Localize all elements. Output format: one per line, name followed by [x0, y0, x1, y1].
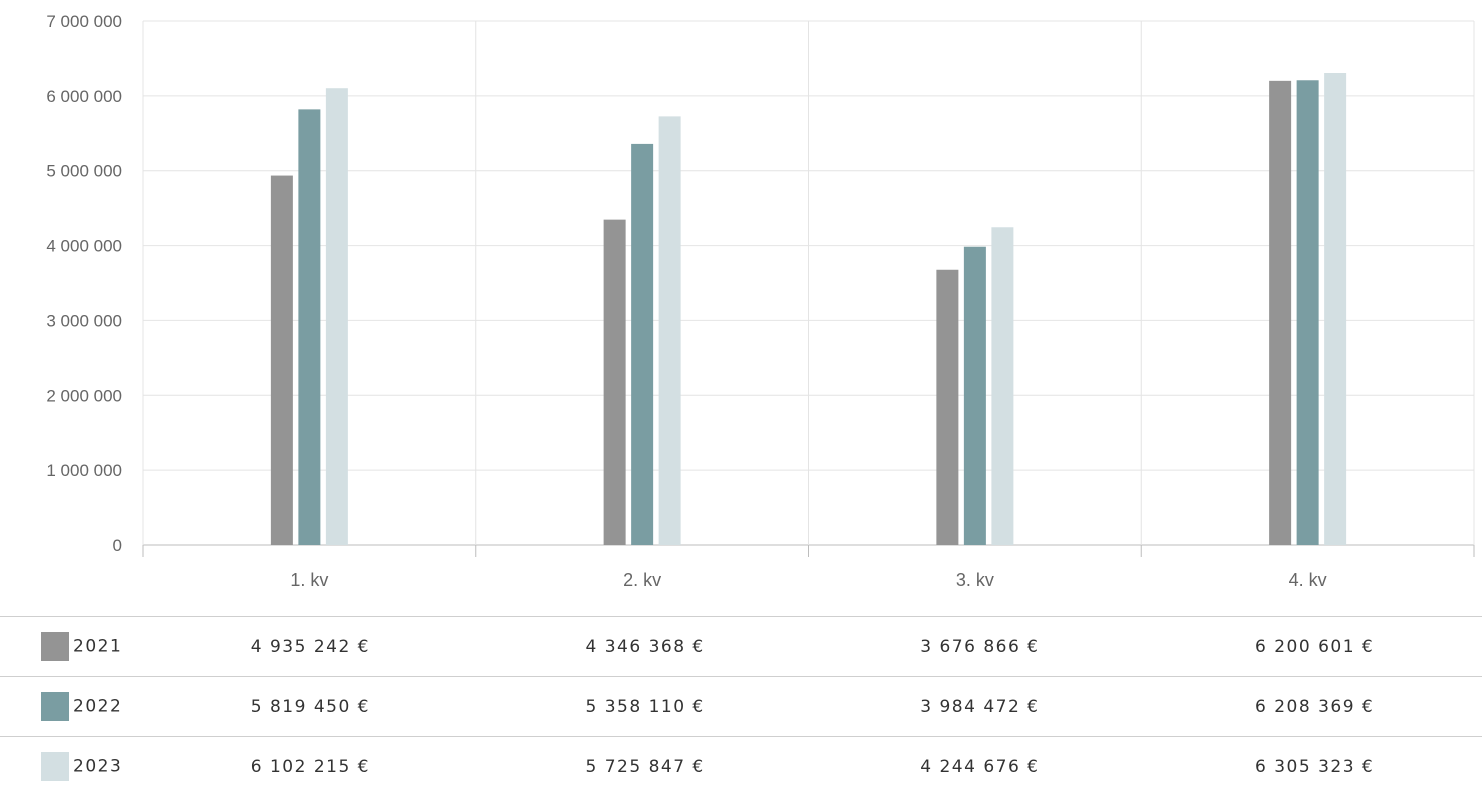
- bar-chart: 0 1 000 000 2 000 000 3 000 000 4 000 000 5 0…: [46, 12, 1475, 590]
- bar-2023-1: [325, 88, 348, 545]
- value-cell: 6 305 323 €: [1255, 756, 1375, 777]
- legend-cell: 2021: [0, 617, 143, 677]
- legend-swatch-2023: [41, 752, 69, 782]
- legend-cell: 2022: [0, 677, 143, 737]
- bar-2022-3: [963, 246, 986, 545]
- table-row-2022: 2022 5 819 450 € 5 358 110 € 3 984 472 €…: [0, 676, 1482, 737]
- value-cell: 4 244 676 €: [920, 756, 1040, 777]
- x-tick-label: 1. kv: [290, 570, 328, 590]
- bar-2021-2: [603, 219, 626, 545]
- x-tick-label: 4. kv: [1289, 570, 1327, 590]
- value-cell: 5 358 110 €: [585, 696, 705, 717]
- y-tick-label: 5 000 000: [46, 162, 122, 181]
- value-cell: 6 102 215 €: [250, 756, 370, 777]
- value-cell: 5 819 450 €: [250, 696, 370, 717]
- bar-2021-3: [936, 269, 959, 545]
- bar-2023-3: [991, 227, 1014, 545]
- y-tick-label: 7 000 000: [46, 12, 122, 31]
- series-label-2021: 2021: [73, 636, 123, 657]
- value-cell: 3 984 472 €: [920, 696, 1040, 717]
- value-cell: 6 208 369 €: [1255, 696, 1375, 717]
- series-label-2022: 2022: [73, 696, 123, 717]
- bar-2023-4: [1324, 73, 1347, 546]
- y-tick-label: 6 000 000: [46, 87, 122, 106]
- bar-2023-2: [658, 116, 681, 545]
- table-row-2023: 2023 6 102 215 € 5 725 847 € 4 244 676 €…: [0, 736, 1482, 797]
- value-cell: 4 935 242 €: [250, 636, 370, 657]
- bar-2021-1: [270, 175, 293, 545]
- legend-swatch-2021: [41, 632, 69, 661]
- legend-swatch-2022: [41, 692, 69, 721]
- bar-2022-4: [1296, 80, 1319, 546]
- y-tick-label: 2 000 000: [46, 386, 122, 405]
- y-tick-label: 3 000 000: [46, 311, 122, 330]
- value-cell: 5 725 847 €: [585, 756, 705, 777]
- x-tick-label: 2. kv: [623, 570, 661, 590]
- table-row-2021: 2021 4 935 242 € 4 346 368 € 3 676 866 €…: [0, 616, 1482, 677]
- y-tick-label: 4 000 000: [46, 237, 122, 256]
- bar-2022-1: [298, 109, 321, 546]
- value-cell: 4 346 368 €: [585, 636, 705, 657]
- data-table: 2021 4 935 242 € 4 346 368 € 3 676 866 €…: [0, 616, 1482, 797]
- legend-cell: 2023: [0, 737, 143, 797]
- series-label-2023: 2023: [73, 756, 123, 777]
- x-tick-label: 3. kv: [956, 570, 994, 590]
- y-tick-label: 1 000 000: [46, 461, 122, 480]
- y-tick-label: 0: [113, 536, 122, 555]
- value-cell: 3 676 866 €: [920, 636, 1040, 657]
- bar-2022-2: [631, 143, 654, 545]
- value-cell: 6 200 601 €: [1255, 636, 1375, 657]
- bar-2021-4: [1269, 80, 1292, 545]
